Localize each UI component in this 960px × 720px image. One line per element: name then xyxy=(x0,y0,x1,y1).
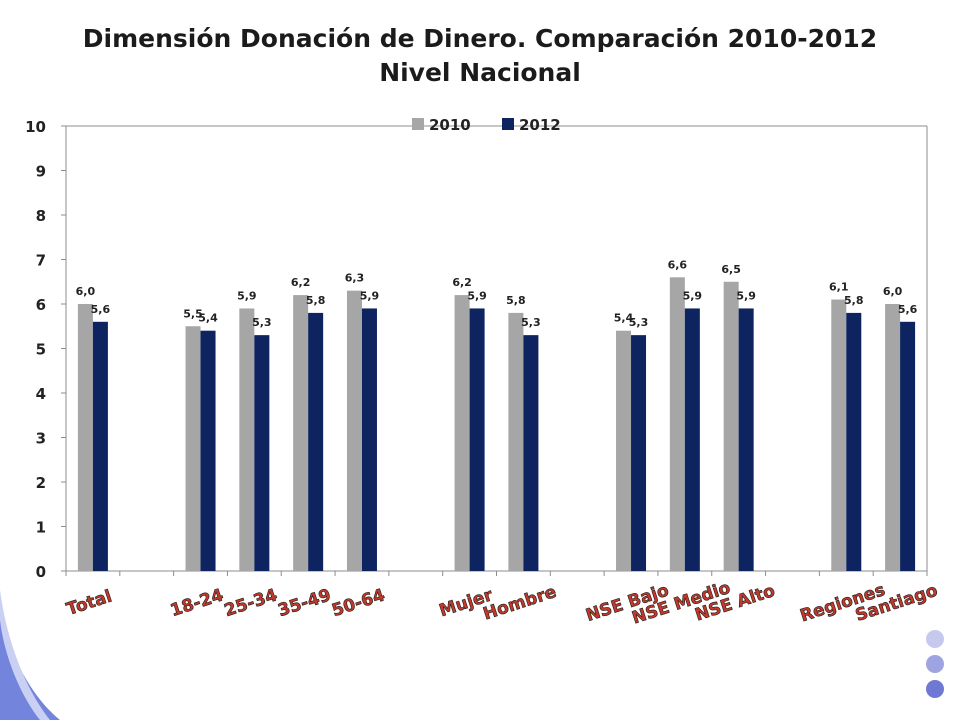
y-tick-label: 0 xyxy=(36,563,46,581)
bar-2012 xyxy=(738,308,754,571)
data-label-2010: 6,2 xyxy=(291,276,311,289)
legend-swatch-2010 xyxy=(412,118,424,130)
y-tick-label: 8 xyxy=(36,207,46,225)
y-tick-label: 9 xyxy=(36,163,46,181)
bar-2010 xyxy=(346,290,362,571)
bar-2010 xyxy=(723,281,739,571)
bar-2012 xyxy=(92,321,108,571)
bar-2010 xyxy=(239,308,255,571)
data-label-2010: 5,9 xyxy=(237,289,257,302)
x-category-label: 50-64 xyxy=(329,585,387,621)
chart-title-line: Dimensión Donación de Dinero. Comparació… xyxy=(82,24,878,53)
bar-2012 xyxy=(254,335,270,571)
data-label-2010: 5,4 xyxy=(614,312,634,325)
data-label-2010: 6,2 xyxy=(452,276,472,289)
legend-label: 2010 xyxy=(429,116,471,134)
y-tick-label: 3 xyxy=(36,430,46,448)
bar-2010 xyxy=(885,304,901,571)
y-tick-label: 5 xyxy=(36,341,46,359)
data-label-2012: 5,8 xyxy=(306,294,326,307)
chart-title: Dimensión Donación de Dinero. Comparació… xyxy=(0,22,960,90)
data-label-2010: 6,5 xyxy=(721,263,741,276)
data-label-2012: 5,8 xyxy=(844,294,864,307)
bar-2012 xyxy=(469,308,485,571)
bar-2010 xyxy=(508,312,524,571)
bar-2010 xyxy=(293,295,309,571)
bar-2010 xyxy=(616,330,632,571)
data-label-2010: 5,5 xyxy=(183,307,203,320)
bar-2012 xyxy=(846,312,862,571)
bar-2012 xyxy=(631,335,647,571)
bar-2012 xyxy=(200,330,216,571)
bar-2012 xyxy=(684,308,700,571)
data-label-2012: 5,6 xyxy=(91,303,111,316)
y-tick-label: 1 xyxy=(36,519,46,537)
data-label-2012: 5,9 xyxy=(683,289,703,302)
y-tick-label: 4 xyxy=(36,385,46,403)
data-label-2012: 5,9 xyxy=(360,289,380,302)
bar-2010 xyxy=(77,304,93,571)
x-category-label: Total xyxy=(64,587,114,620)
bar-2010 xyxy=(831,299,847,571)
data-label-2010: 6,6 xyxy=(668,258,688,271)
bar-2012 xyxy=(308,312,324,571)
bar-2010 xyxy=(185,326,201,571)
data-label-2012: 5,9 xyxy=(736,289,756,302)
y-tick-label: 7 xyxy=(36,252,46,270)
corner-swoosh-decoration xyxy=(0,590,60,720)
legend-swatch-2012 xyxy=(502,118,514,130)
data-label-2012: 5,3 xyxy=(521,316,541,329)
bar-2012 xyxy=(900,321,916,571)
y-tick-label: 10 xyxy=(25,118,46,136)
x-category-label: 35-49 xyxy=(276,585,334,621)
x-category-label: Hombre xyxy=(481,582,559,624)
legend-label: 2012 xyxy=(519,116,561,134)
data-label-2010: 6,0 xyxy=(883,285,903,298)
bar-2012 xyxy=(361,308,377,571)
bar-2010 xyxy=(454,295,470,571)
y-tick-label: 2 xyxy=(36,474,46,492)
data-label-2010: 6,3 xyxy=(345,272,365,285)
data-label-2010: 6,0 xyxy=(76,285,96,298)
chart-subtitle: Nivel Nacional xyxy=(379,58,581,87)
data-label-2012: 5,9 xyxy=(467,289,487,302)
x-category-label: 25-34 xyxy=(222,585,280,621)
decorative-dots xyxy=(926,630,944,698)
data-label-2010: 5,8 xyxy=(506,294,526,307)
data-label-2012: 5,6 xyxy=(898,303,918,316)
x-category-label: 18-24 xyxy=(168,585,226,621)
data-label-2012: 5,3 xyxy=(629,316,649,329)
data-label-2012: 5,4 xyxy=(198,312,218,325)
bar-2010 xyxy=(669,277,685,571)
bar-2012 xyxy=(523,335,539,571)
y-tick-label: 6 xyxy=(36,296,46,314)
data-label-2012: 5,3 xyxy=(252,316,272,329)
data-label-2010: 6,1 xyxy=(829,281,849,294)
